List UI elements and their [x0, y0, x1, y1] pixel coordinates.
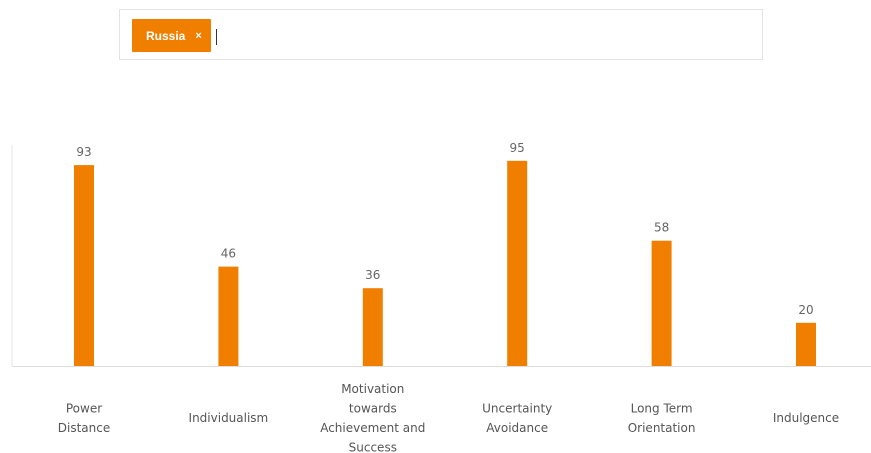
bar[interactable]: [507, 160, 528, 366]
category-label: Distance: [58, 421, 110, 435]
category-label: Avoidance: [486, 421, 548, 435]
category-label: towards: [349, 401, 397, 415]
bar[interactable]: [796, 322, 816, 366]
category-label: Long Term: [631, 401, 693, 415]
bar[interactable]: [362, 288, 383, 366]
bar-value-label: 46: [221, 247, 236, 261]
selected-country-tag: Russia ×: [132, 19, 211, 52]
category-label: Indulgence: [773, 411, 839, 425]
category-label: Achievement and: [320, 421, 425, 435]
bar-value-label: 20: [798, 303, 813, 317]
bar-value-label: 58: [654, 221, 669, 235]
text-caret: [216, 29, 217, 45]
category-label: Power: [66, 401, 102, 415]
category-label: Individualism: [189, 411, 269, 425]
category-label: Orientation: [628, 421, 696, 435]
bar-value-label: 36: [365, 268, 380, 282]
remove-tag-icon[interactable]: ×: [195, 29, 202, 42]
bar-value-label: 93: [76, 145, 91, 159]
bar[interactable]: [74, 165, 94, 366]
bar-value-label: 95: [510, 141, 525, 155]
bar[interactable]: [218, 266, 239, 366]
country-search-input[interactable]: [220, 22, 744, 50]
country-search-box[interactable]: Russia ×: [119, 9, 763, 60]
country-tag-label: Russia: [146, 28, 186, 43]
category-label: Uncertainty: [482, 401, 552, 415]
category-label: Success: [349, 440, 397, 453]
category-label: Motivation: [341, 382, 404, 396]
bar[interactable]: [651, 240, 672, 366]
